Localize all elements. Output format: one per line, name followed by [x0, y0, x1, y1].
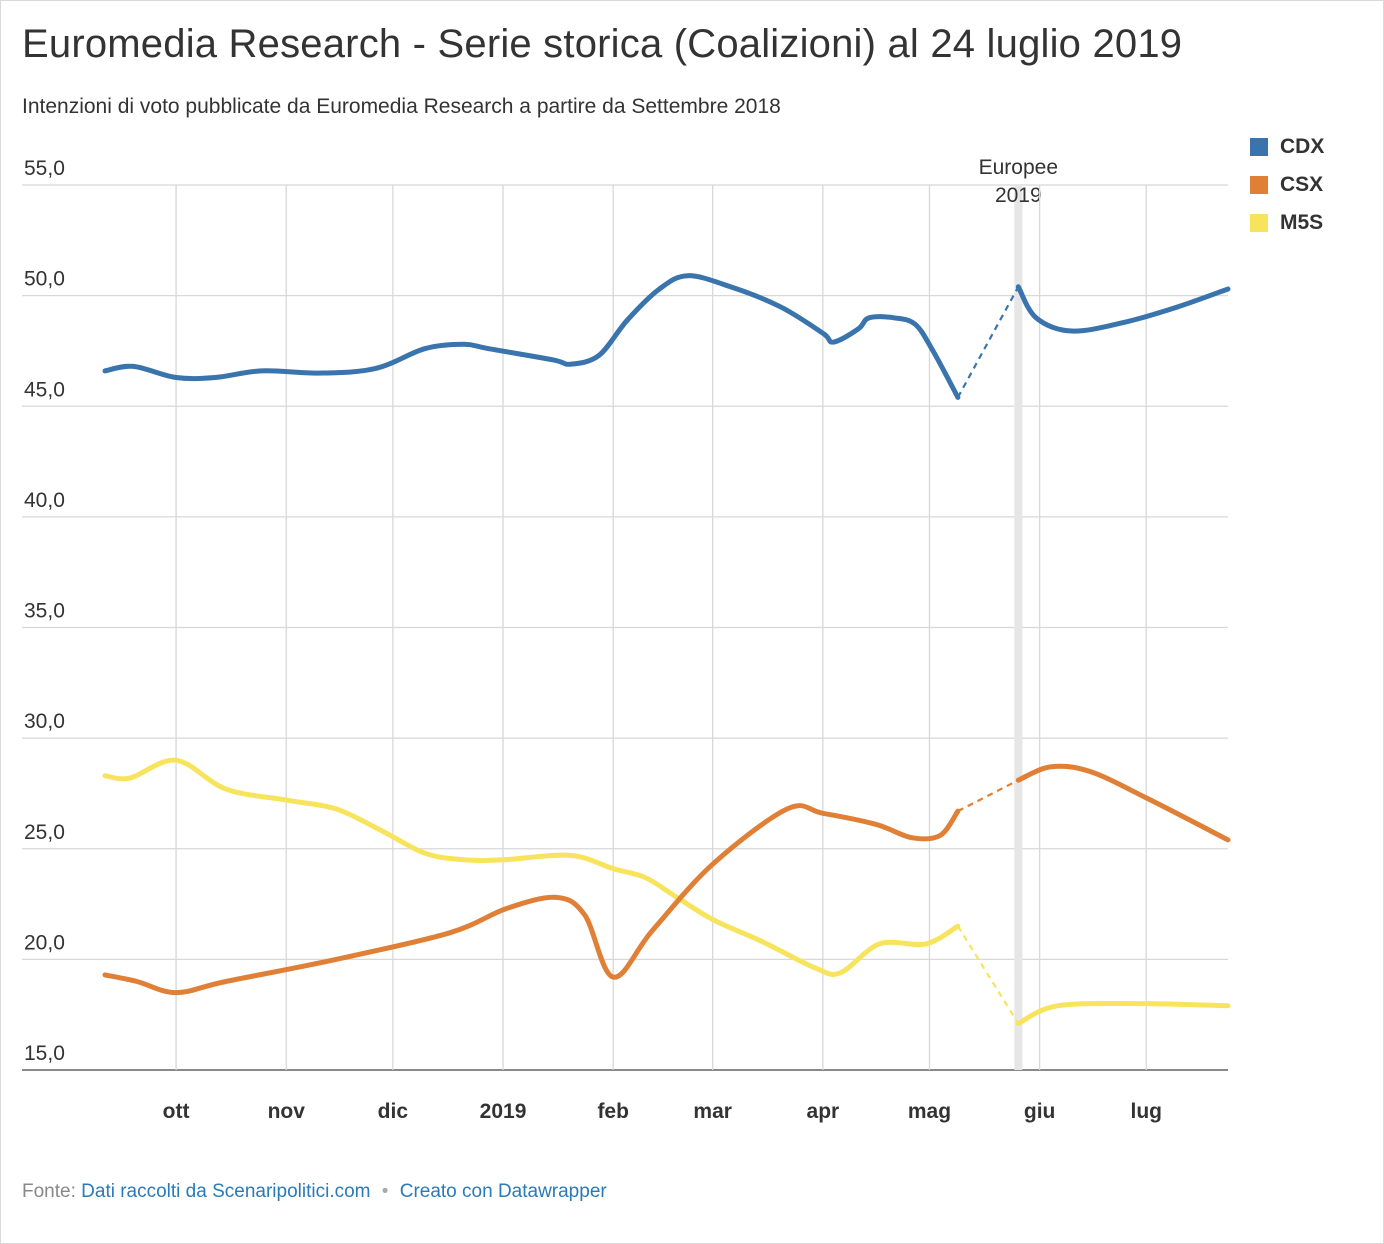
- y-tick-label: 45,0: [24, 378, 65, 401]
- series-line-csx: [102, 803, 961, 996]
- y-tick-label: 30,0: [24, 710, 65, 733]
- x-tick-label: 2019: [480, 1100, 527, 1123]
- legend-swatch: [1250, 138, 1268, 156]
- series-gap-m5s: [956, 925, 1020, 1025]
- series-line-cdx: [102, 273, 961, 400]
- x-tick-label: giu: [1024, 1100, 1056, 1123]
- series-line-cdx-after: [1015, 284, 1231, 334]
- election-label-line2: 2019: [995, 184, 1042, 207]
- footer-separator: •: [381, 1181, 389, 1202]
- y-tick-label: 25,0: [24, 821, 65, 844]
- datawrapper-link[interactable]: Creato con Datawrapper: [399, 1181, 607, 1202]
- series-line-m5s: [102, 757, 961, 977]
- x-tick-label: dic: [378, 1100, 409, 1123]
- series-line-csx-after: [1015, 763, 1231, 843]
- chart-legend: CDX CSX M5S: [1250, 128, 1324, 242]
- x-tick-label: nov: [268, 1100, 306, 1123]
- legend-swatch: [1250, 214, 1268, 232]
- legend-item-m5s: M5S: [1250, 204, 1324, 242]
- x-tick-label: lug: [1131, 1100, 1163, 1123]
- y-tick-label: 15,0: [24, 1042, 65, 1065]
- series-gap-csx: [957, 779, 1019, 813]
- chart-footer: Fonte: Dati raccolti da Scenaripolitici.…: [22, 1181, 607, 1203]
- x-tick-label: mag: [908, 1100, 951, 1123]
- election-label-line1: Europee: [979, 156, 1058, 179]
- legend-swatch: [1250, 176, 1268, 194]
- chart-title: Euromedia Research - Serie storica (Coal…: [22, 22, 1183, 66]
- y-tick-label: 20,0: [24, 931, 65, 954]
- legend-label: CSX: [1280, 173, 1324, 196]
- series-gap-cdx: [956, 286, 1020, 398]
- y-tick-label: 40,0: [24, 489, 65, 512]
- legend-label: M5S: [1280, 211, 1324, 234]
- legend-item-csx: CSX: [1250, 166, 1324, 204]
- x-tick-label: ott: [163, 1100, 190, 1123]
- chart-subtitle: Intenzioni di voto pubblicate da Euromed…: [22, 95, 781, 118]
- y-tick-label: 50,0: [24, 268, 65, 291]
- x-tick-label: feb: [597, 1100, 629, 1123]
- legend-item-cdx: CDX: [1250, 128, 1324, 166]
- source-prefix: Fonte:: [22, 1181, 76, 1202]
- source-link[interactable]: Dati raccolti da Scenaripolitici.com: [81, 1181, 371, 1202]
- x-tick-label: apr: [807, 1100, 840, 1123]
- y-tick-label: 55,0: [24, 157, 65, 180]
- legend-label: CDX: [1280, 135, 1325, 158]
- series-line-m5s-after: [1015, 1000, 1231, 1026]
- y-tick-label: 35,0: [24, 600, 65, 623]
- x-tick-label: mar: [693, 1100, 732, 1123]
- line-chart: 15,0 20,0 25,0 30,0 35,0 40,0 45,0 50,0 55,0 Euro…: [22, 156, 1231, 1123]
- election-marker-band: [1014, 185, 1023, 1070]
